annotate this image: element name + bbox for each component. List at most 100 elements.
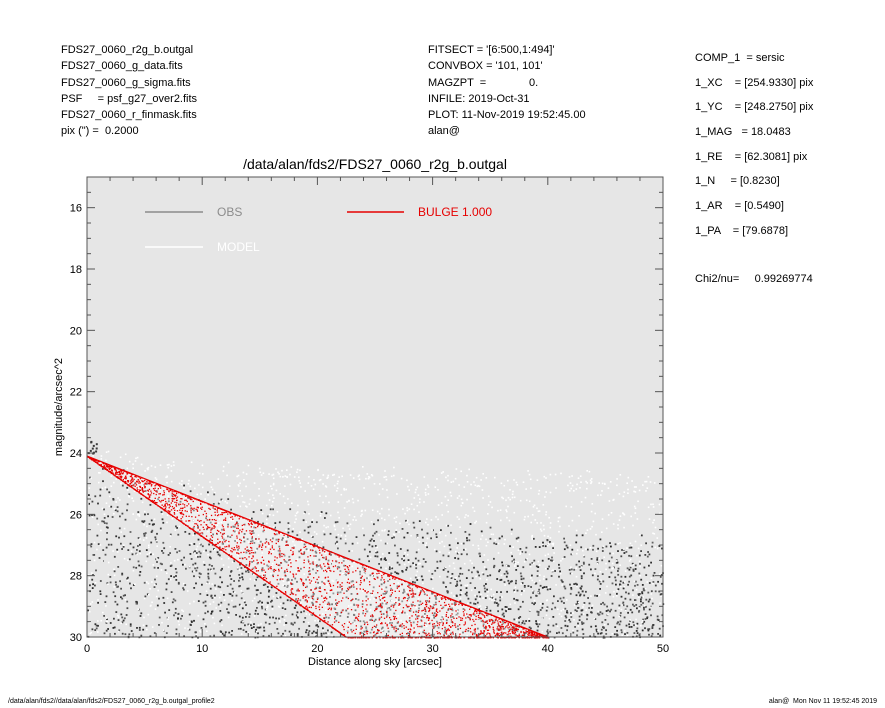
obs-point	[185, 567, 187, 570]
bulge-point	[250, 526, 252, 528]
bulge-point	[225, 539, 227, 542]
obs-point	[121, 573, 124, 576]
bulge-point	[181, 507, 183, 510]
bulge-point	[441, 628, 443, 630]
obs-point	[172, 598, 175, 601]
bulge-point	[440, 604, 442, 606]
model-point	[659, 621, 662, 624]
bulge-point	[282, 578, 284, 580]
obs-point	[261, 601, 263, 604]
obs-point	[598, 613, 601, 616]
model-point	[532, 562, 535, 565]
obs-point	[247, 569, 249, 572]
model-point	[143, 484, 146, 486]
obs-point	[592, 548, 594, 551]
obs-point	[144, 490, 147, 492]
obs-point	[243, 523, 246, 526]
obs-point	[611, 582, 614, 585]
model-point	[243, 479, 245, 481]
bulge-point	[382, 596, 384, 599]
bulge-point	[220, 513, 222, 516]
obs-point	[412, 621, 415, 624]
obs-point	[275, 617, 277, 620]
bulge-point	[334, 618, 336, 620]
obs-point	[564, 620, 567, 622]
obs-point	[272, 616, 274, 619]
bulge-point	[262, 559, 265, 561]
bulge-point	[357, 619, 359, 622]
obs-point	[99, 488, 102, 491]
model-point	[93, 541, 96, 544]
bulge-point	[196, 506, 198, 508]
obs-point	[390, 587, 393, 590]
obs-point	[589, 635, 591, 638]
obs-point	[627, 583, 629, 586]
model-point	[367, 477, 370, 480]
obs-point	[583, 594, 586, 597]
model-point	[536, 522, 538, 524]
obs-point	[588, 602, 591, 605]
obs-point	[644, 627, 646, 630]
model-point	[337, 533, 340, 536]
obs-point	[641, 591, 643, 593]
bulge-point	[248, 524, 250, 526]
bulge-point	[221, 535, 223, 537]
model-point	[540, 522, 542, 524]
obs-point	[407, 632, 409, 635]
obs-point	[581, 623, 584, 625]
bulge-point	[488, 625, 490, 627]
obs-point	[657, 580, 659, 583]
bulge-point	[197, 519, 199, 521]
obs-point	[336, 565, 339, 568]
bulge-point	[351, 631, 353, 633]
obs-point	[112, 591, 115, 594]
obs-point	[106, 488, 108, 491]
bulge-point	[372, 590, 374, 592]
model-point	[300, 601, 302, 604]
model-point	[413, 497, 416, 499]
model-point	[170, 480, 173, 483]
model-point	[543, 528, 545, 531]
bulge-point	[340, 600, 343, 602]
model-point	[382, 629, 384, 631]
bulge-point	[287, 564, 289, 566]
bulge-point	[268, 543, 270, 545]
bulge-point	[341, 562, 343, 564]
obs-point	[461, 573, 464, 575]
model-point	[571, 572, 573, 575]
model-point	[437, 504, 440, 506]
obs-point	[640, 603, 643, 606]
model-point	[265, 518, 268, 521]
obs-point	[455, 614, 458, 617]
bulge-point	[440, 597, 442, 599]
bulge-point	[345, 570, 347, 573]
obs-point	[296, 635, 299, 638]
model-point	[221, 499, 224, 502]
model-point	[477, 547, 480, 550]
obs-point	[617, 570, 619, 572]
obs-point	[103, 517, 106, 519]
model-point	[575, 488, 578, 490]
obs-point	[144, 532, 146, 535]
model-point	[444, 566, 447, 569]
bulge-point	[444, 637, 446, 639]
model-point	[336, 557, 339, 560]
obs-point	[303, 551, 306, 553]
model-point	[347, 605, 350, 607]
bulge-point	[381, 588, 383, 590]
bulge-point	[435, 610, 438, 612]
obs-point	[116, 510, 119, 513]
model-point	[317, 599, 319, 602]
bulge-point	[493, 622, 495, 624]
bulge-point	[390, 589, 392, 591]
obs-point	[99, 494, 102, 497]
obs-point	[518, 626, 521, 628]
model-point	[600, 579, 602, 582]
model-point	[511, 496, 514, 499]
obs-point	[375, 626, 377, 628]
obs-point	[620, 629, 623, 631]
model-point	[89, 603, 92, 605]
model-point	[636, 518, 639, 520]
obs-point	[596, 612, 599, 615]
obs-point	[333, 607, 336, 610]
